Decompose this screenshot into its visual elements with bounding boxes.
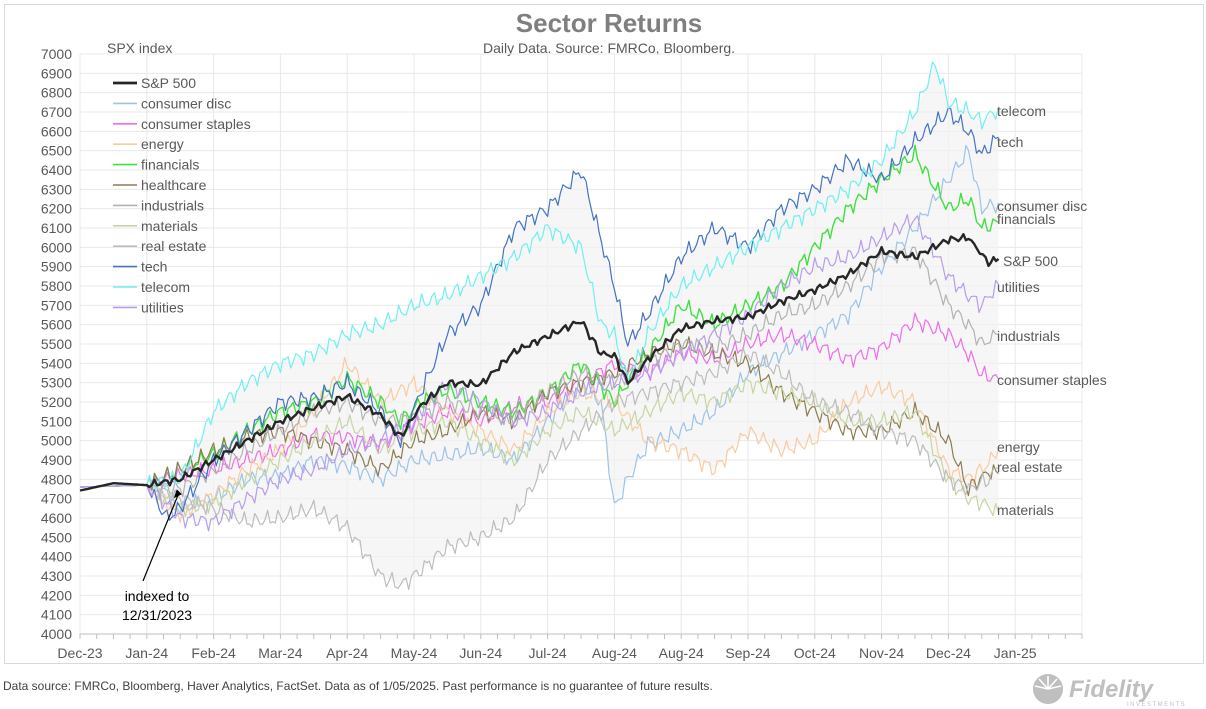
x-tick-label: May-24 bbox=[391, 645, 438, 661]
x-tick-label: Jan-25 bbox=[994, 645, 1037, 661]
series-line-materials bbox=[79, 377, 1000, 518]
y-tick-label: 6700 bbox=[41, 104, 72, 120]
y-tick-label: 6100 bbox=[41, 220, 72, 236]
annotation-arrow bbox=[142, 492, 180, 582]
series-line-consumer-disc bbox=[79, 144, 1000, 516]
y-tick-label: 6400 bbox=[41, 162, 72, 178]
y-tick-label: 6800 bbox=[41, 85, 72, 101]
y-tick-label: 4800 bbox=[41, 471, 72, 487]
y-tick-label: 5700 bbox=[41, 297, 72, 313]
svg-text:Fidelity: Fidelity bbox=[1069, 676, 1155, 703]
x-tick-label: Jul-24 bbox=[529, 645, 567, 661]
legend-entry: healthcare bbox=[141, 177, 207, 193]
legend-entry: S&P 500 bbox=[141, 75, 196, 91]
axes: 4000 4100 4200 4300 4400 4500 4600 4700 4800 4900… bbox=[41, 46, 1083, 661]
x-tick-label: Dec-24 bbox=[926, 645, 971, 661]
legend-entry: energy bbox=[141, 136, 184, 152]
series-line-financials bbox=[79, 144, 999, 490]
y-tick-label: 4100 bbox=[41, 607, 72, 623]
y-tick-label: 4000 bbox=[41, 626, 72, 642]
y-tick-label: 4300 bbox=[41, 568, 72, 584]
x-tick-label: Feb-24 bbox=[191, 645, 236, 661]
y-axis-label: SPX index bbox=[107, 40, 173, 56]
series-line-utilities bbox=[79, 214, 999, 532]
x-tick-label: Dec-23 bbox=[57, 645, 102, 661]
y-tick-label: 6000 bbox=[41, 239, 72, 255]
y-tick-label: 4200 bbox=[41, 587, 72, 603]
x-tick-label: Mar-24 bbox=[258, 645, 303, 661]
x-tick-label: Aug-24 bbox=[659, 645, 704, 661]
end-label-materials: materials bbox=[997, 502, 1054, 518]
x-tick-label: Aug-24 bbox=[592, 645, 637, 661]
y-tick-label: 5300 bbox=[41, 375, 72, 391]
y-tick-label: 4900 bbox=[41, 452, 72, 468]
series-line-s-p-500 bbox=[79, 233, 1000, 492]
end-label-financials: financials bbox=[997, 211, 1055, 227]
y-tick-label: 5900 bbox=[41, 259, 72, 275]
end-label-telecom: telecom bbox=[997, 103, 1046, 119]
y-tick-label: 6200 bbox=[41, 201, 72, 217]
chart-title: Sector Returns bbox=[515, 8, 703, 38]
annotation: indexed to 12/31/2023 bbox=[122, 489, 192, 623]
y-tick-label: 6900 bbox=[41, 65, 72, 81]
y-tick-label: 4600 bbox=[41, 510, 72, 526]
legend-entry: materials bbox=[141, 218, 198, 234]
x-tick-label: Jan-24 bbox=[125, 645, 168, 661]
y-tick-label: 5400 bbox=[41, 355, 72, 371]
svg-text:INVESTMENTS: INVESTMENTS bbox=[1127, 702, 1186, 708]
series-line-telecom bbox=[79, 61, 1000, 489]
legend-entry: consumer staples bbox=[141, 116, 251, 132]
annotation-line1: indexed to bbox=[125, 588, 190, 604]
x-tick-label: Jun-24 bbox=[459, 645, 502, 661]
y-tick-label: 4500 bbox=[41, 529, 72, 545]
end-label-utilities: utilities bbox=[997, 279, 1040, 295]
y-tick-label: 5800 bbox=[41, 278, 72, 294]
y-tick-label: 5200 bbox=[41, 394, 72, 410]
y-tick-label: 5000 bbox=[41, 433, 72, 449]
series-line-industrials bbox=[79, 246, 999, 498]
y-tick-label: 6500 bbox=[41, 143, 72, 159]
series-line-real-estate bbox=[79, 347, 999, 590]
legend: S&P 500 consumer disc consumer staples ener… bbox=[113, 75, 251, 315]
line-chart: 4000 4100 4200 4300 4400 4500 4600 4700 4800 4900… bbox=[41, 46, 1107, 661]
end-label-s-p-500: S&P 500 bbox=[1003, 253, 1058, 269]
series-lines bbox=[79, 61, 1000, 590]
y-tick-label: 5500 bbox=[41, 336, 72, 352]
legend-entry: telecom bbox=[141, 279, 190, 295]
x-tick-label: Sep-24 bbox=[725, 645, 770, 661]
y-tick-label: 5600 bbox=[41, 317, 72, 333]
series-line-tech bbox=[79, 106, 999, 521]
x-tick-label: Nov-24 bbox=[859, 645, 904, 661]
legend-entry: tech bbox=[141, 259, 167, 275]
y-tick-label: 4400 bbox=[41, 549, 72, 565]
series-line-consumer-staples bbox=[79, 312, 999, 492]
fidelity-logo: Fidelity INVESTMENTS bbox=[1033, 674, 1186, 708]
legend-entry: financials bbox=[141, 157, 199, 173]
y-tick-label: 5100 bbox=[41, 413, 72, 429]
x-tick-label: Apr-24 bbox=[326, 645, 368, 661]
footer-disclaimer: Data source: FMRCo, Bloomberg, Haver Ana… bbox=[3, 679, 713, 693]
y-tick-label: 6300 bbox=[41, 181, 72, 197]
legend-entry: real estate bbox=[141, 238, 207, 254]
end-labels: consumer disc consumer staples energy finan… bbox=[997, 103, 1107, 518]
chart-subtitle: Daily Data. Source: FMRCo, Bloomberg. bbox=[482, 40, 736, 56]
end-label-industrials: industrials bbox=[997, 328, 1060, 344]
legend-entry: consumer disc bbox=[141, 95, 231, 111]
end-label-tech: tech bbox=[997, 134, 1023, 150]
legend-entry: utilities bbox=[141, 299, 184, 315]
gridlines bbox=[79, 53, 1083, 635]
y-tick-label: 4700 bbox=[41, 491, 72, 507]
end-label-real-estate: real estate bbox=[997, 459, 1063, 475]
y-tick-label: 6600 bbox=[41, 123, 72, 139]
annotation-arrowhead bbox=[173, 489, 182, 499]
x-tick-label: Oct-24 bbox=[794, 645, 836, 661]
legend-entry: industrials bbox=[141, 197, 204, 213]
end-label-consumer-disc: consumer disc bbox=[997, 198, 1087, 214]
series-line-energy bbox=[79, 357, 1000, 524]
annotation-line2: 12/31/2023 bbox=[122, 607, 192, 623]
y-tick-label: 7000 bbox=[41, 46, 72, 62]
end-label-energy: energy bbox=[997, 439, 1040, 455]
end-label-consumer-staples: consumer staples bbox=[997, 372, 1107, 388]
